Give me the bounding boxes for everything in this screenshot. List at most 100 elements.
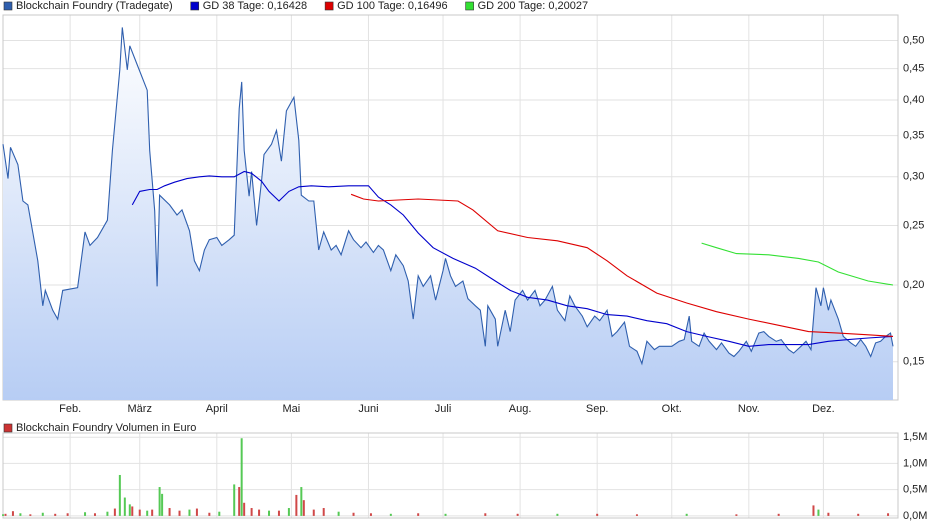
volume-bar [29,514,32,516]
volume-bar [243,502,246,516]
plot-frame [2,432,899,519]
legend-swatch [3,1,13,11]
y-tick-label: 0,20 [903,279,924,291]
x-tick-label: Mai [283,403,301,415]
volume-bar [106,511,109,516]
volume-bar [54,513,57,516]
legend-label: GD 100 Tage: 0,16496 [337,0,448,12]
volume-bar [322,508,325,516]
volume-bar [817,509,820,516]
legend-label: Blockchain Foundry (Tradegate) [16,0,173,12]
x-tick-label: April [206,403,228,415]
legend-swatch [324,1,334,11]
series-line [701,242,894,286]
volume-bar [369,513,372,516]
volume-bar [295,494,298,516]
series-line [2,27,894,366]
volume-bar [484,513,487,516]
volume-bar [312,509,315,516]
volume-bar [19,513,22,516]
volume-bar [4,513,7,516]
volume-bar [161,493,164,516]
volume-bar [287,508,290,516]
x-tick-label: Dez. [812,403,835,415]
volume-bar [84,512,87,516]
volume-bar [93,513,96,516]
volume-bar [444,513,447,516]
series-line [350,193,894,337]
volume-bar [556,513,559,516]
volume-bar [188,509,191,516]
legend-label: Blockchain Foundry Volumen in Euro [16,422,196,434]
volume-bar [233,484,236,516]
volume-bar [268,510,271,516]
volume-bar [2,514,4,516]
volume-bar [250,508,253,516]
legend-label: GD 200 Tage: 0,20027 [478,0,589,12]
x-tick-label: Feb. [59,403,81,415]
volume-bar [389,513,392,516]
volume-bar [302,500,305,516]
y-tick-label: 0,35 [903,130,924,142]
volume-bar [41,512,44,516]
y-tick-label: 1,5M [903,431,927,443]
volume-bar [195,508,198,516]
volume-bar [218,511,221,516]
volume-bar [66,513,69,516]
volume-bar [208,512,211,516]
volume-bar [151,509,154,516]
volume-bar [685,513,688,516]
volume-bar [118,474,121,516]
x-tick-label: Nov. [738,403,760,415]
x-tick-label: Sep. [586,403,609,415]
volume-bar [138,509,141,516]
volume-bar [857,513,860,516]
volume-bar [417,513,420,516]
volume-bar [240,438,243,516]
volume-bar [113,508,116,516]
x-tick-label: Juni [358,403,378,415]
volume-bar [131,506,134,516]
volume-bar [635,514,638,516]
y-tick-label: 0,0M [903,510,927,522]
volume-bar [146,510,149,516]
volume-bar [123,497,126,516]
volume-bar [300,487,303,516]
volume-bar [516,513,519,516]
y-tick-label: 1,0M [903,457,927,469]
y-tick-label: 0,45 [903,62,924,74]
volume-bar [11,511,14,516]
y-tick-label: 0,40 [903,94,924,106]
legend-label: GD 38 Tage: 0,16428 [203,0,307,12]
volume-bar [735,514,738,516]
volume-bar [352,512,355,516]
volume-bar [277,510,280,516]
volume-bar [596,513,599,516]
volume-bar [178,510,181,516]
x-tick-label: Aug. [509,403,532,415]
legend-swatch [465,1,474,11]
volume-bar [258,509,261,516]
x-tick-label: Okt. [662,403,682,415]
legend-swatch [3,423,13,433]
y-tick-label: 0,50 [903,34,924,46]
volume-bar [827,512,830,516]
volume-bar [128,504,131,516]
price-area [3,27,893,401]
volume-bar [777,513,780,516]
legend-swatch [190,1,200,11]
series-line [131,170,894,347]
y-tick-label: 0,5M [903,484,927,496]
volume-bar [812,505,815,516]
x-tick-label: März [128,403,152,415]
charts: Feb. März April Mai Juni Juli Aug. Sep. Okt. Nov.… [2,0,927,522]
volume-bar [158,487,161,516]
y-tick-label: 0,30 [903,171,924,183]
x-tick-label: Juli [435,403,452,415]
y-tick-label: 0,25 [903,219,924,231]
volume-bar [887,513,890,516]
volume-bar [168,508,171,516]
y-tick-label: 0,15 [903,356,924,368]
volume-bar [238,487,241,516]
